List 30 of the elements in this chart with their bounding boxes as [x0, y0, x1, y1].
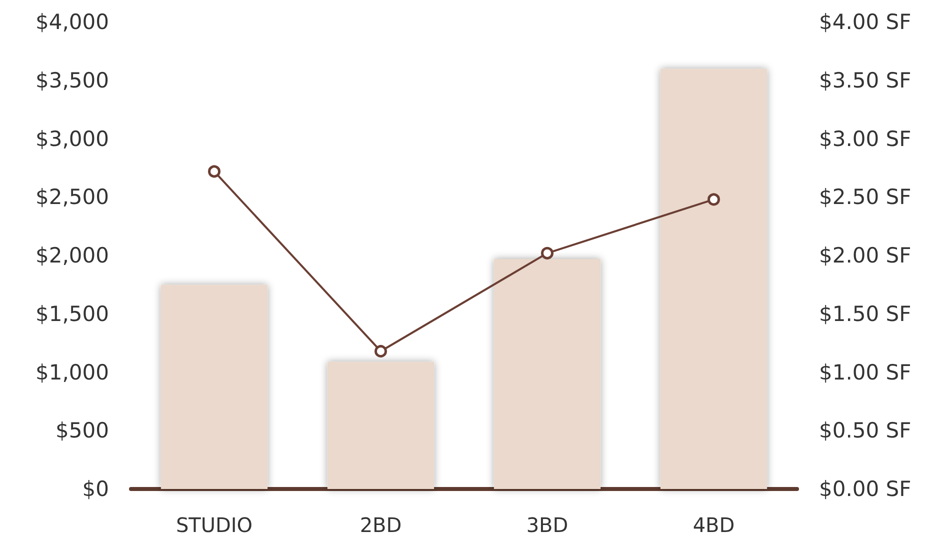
- y2-tick-label: $1.50 SF: [819, 302, 912, 326]
- y-tick-label: $3,000: [36, 126, 109, 151]
- y2-tick-label: $0.00 SF: [819, 477, 912, 501]
- point: [208, 165, 220, 178]
- x-tick-label: 4BD: [692, 513, 735, 537]
- y2-tick-label: $4.00 SF: [819, 10, 912, 34]
- y-tick-label: $3,500: [36, 68, 109, 92]
- x-tick-label: STUDIO: [176, 513, 253, 537]
- point: [374, 344, 387, 358]
- point: [541, 246, 554, 260]
- bar: [327, 362, 434, 489]
- y2-tick-label: $3.00 SF: [819, 126, 912, 151]
- x-tick-label: 2BD: [360, 513, 402, 537]
- point: [708, 193, 720, 206]
- y2-tick-label: $2.50 SF: [819, 185, 912, 210]
- y2-tick-label: $0.50 SF: [819, 418, 912, 443]
- bar: [660, 68, 768, 489]
- y-tick-label: $0: [82, 477, 109, 501]
- y-tick-label: $500: [56, 418, 109, 443]
- y2-tick-label: $2.00 SF: [819, 244, 912, 268]
- y2-tick-label: $1.00 SF: [819, 360, 912, 384]
- y-tick-label: $1,000: [36, 360, 109, 384]
- x-tick-label: 3BD: [526, 513, 568, 537]
- y-tick-label: $2,000: [36, 244, 109, 268]
- y-tick-label: $2,500: [36, 185, 109, 210]
- y-tick-label: $1,500: [36, 302, 109, 326]
- bar: [160, 284, 268, 489]
- bar: [494, 259, 601, 489]
- y-tick-label: $4,000: [36, 10, 109, 34]
- y2-tick-label: $3.50 SF: [819, 68, 912, 92]
